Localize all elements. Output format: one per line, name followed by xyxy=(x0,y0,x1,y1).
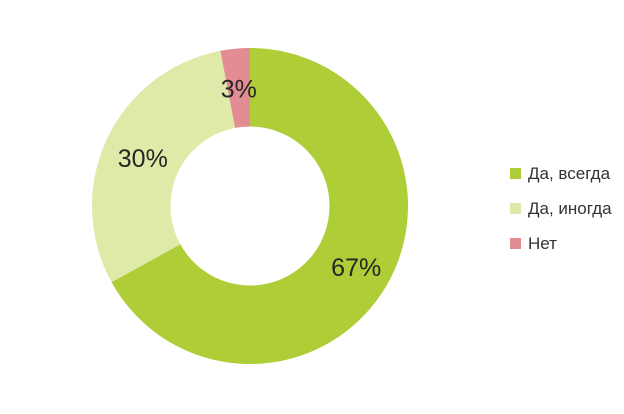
svg-text:67%: 67% xyxy=(331,254,381,282)
svg-text:3%: 3% xyxy=(221,76,257,104)
svg-text:30%: 30% xyxy=(118,145,168,173)
